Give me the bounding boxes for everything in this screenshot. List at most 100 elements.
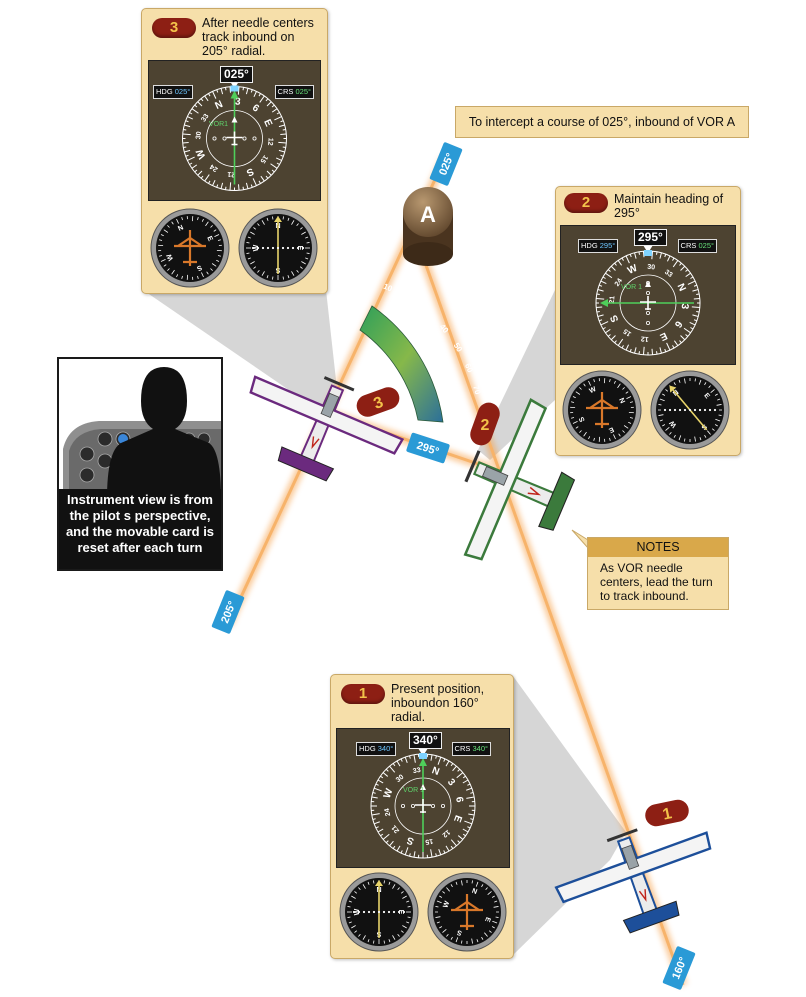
svg-text:3: 3	[445, 777, 457, 789]
svg-text:33: 33	[663, 269, 673, 279]
svg-text:W: W	[668, 419, 678, 429]
crs-value-3: 025°	[295, 87, 311, 96]
crs-label-1: CRS	[454, 744, 471, 753]
pilot-silhouette-icon	[59, 359, 221, 499]
heading-readout-2: 295°	[634, 229, 667, 246]
svg-text:W: W	[166, 252, 175, 261]
hdg-label-3: HDG	[156, 87, 173, 96]
svg-text:30: 30	[195, 131, 203, 139]
pilot-view-panel: Instrument view is from the pilot s pers…	[57, 357, 223, 571]
callout-2-line-2: 295°	[614, 206, 640, 220]
svg-text:33: 33	[412, 767, 421, 775]
hdg-label-1: HDG	[359, 744, 376, 753]
scene-badge-1-text: 1	[661, 805, 673, 823]
svg-text:E: E	[261, 118, 274, 129]
svg-text:W: W	[382, 787, 396, 800]
hdg-value-1: 340°	[377, 744, 394, 753]
scene-badge-2: 2	[470, 402, 500, 446]
vor-label-2: VOR 1	[621, 284, 643, 291]
svg-text:12: 12	[266, 137, 274, 145]
callout-1-line-2: inboundon 160°	[391, 696, 479, 710]
callout-position-2: 2 Maintain heading of 295° N 3 6 E 12 15 S 21 24…	[555, 186, 741, 456]
notes-body: As VOR needle centers, lead the turn to …	[600, 561, 724, 603]
svg-text:S: S	[195, 263, 202, 271]
crs-label-3: CRS	[277, 87, 294, 96]
radial-tag-025: 025°	[429, 142, 463, 186]
callout-badge-1: 1	[341, 684, 385, 704]
hdg-value-3: 025°	[174, 87, 191, 96]
svg-text:W: W	[442, 900, 451, 909]
hdg-box-2: HDG 295°	[578, 239, 619, 253]
svg-text:21: 21	[391, 824, 401, 835]
svg-text:12: 12	[441, 828, 452, 838]
hsi-display-1: N 3 6 E 12 15 S 21 24 W 30 33 HDG 340° CRS 340° 340…	[336, 728, 510, 868]
svg-text:W: W	[354, 908, 361, 915]
callout-1-line-1: Present position,	[391, 682, 485, 696]
svg-text:E: E	[607, 425, 614, 433]
svg-text:15: 15	[425, 837, 434, 845]
notes-line-3: to track inbound.	[600, 589, 689, 603]
svg-text:6: 6	[453, 796, 465, 804]
attitude-indicator-icon: N E S W	[427, 872, 507, 952]
notes-line-1: As VOR needle	[600, 561, 683, 575]
svg-text:E: E	[205, 235, 213, 242]
arc-tick-label: 70	[471, 384, 482, 396]
pilot-view-caption: Instrument view is from the pilot s pers…	[59, 489, 221, 569]
svg-text:3: 3	[679, 303, 690, 310]
notes-line-2: centers, lead the turn	[600, 575, 713, 589]
radial-tag-160: 160°	[662, 946, 696, 990]
arc-tick-label: 60	[463, 362, 475, 374]
svg-text:S: S	[244, 165, 255, 178]
svg-text:15: 15	[622, 327, 632, 337]
arc-tick-label: 0	[362, 275, 369, 285]
callout-badge-3: 3	[152, 18, 196, 38]
svg-text:24: 24	[614, 277, 624, 287]
callout-position-1: 1 Present position, inboundon 160° radia…	[330, 674, 514, 959]
svg-text:N: N	[675, 282, 688, 293]
hsi-display-2: N 3 6 E 12 15 S 21 24 W 30 33 HDG 295° CRS 025° 295…	[560, 225, 736, 365]
svg-text:S: S	[578, 415, 586, 422]
svg-text:S: S	[405, 834, 415, 847]
svg-text:W: W	[588, 386, 597, 395]
crs-value-2: 025°	[698, 241, 714, 250]
arc-tick-label: 10	[382, 282, 394, 294]
arc-tick-label: 20	[402, 292, 415, 305]
svg-text:E: E	[658, 330, 669, 343]
svg-text:E: E	[397, 910, 404, 915]
callout-3-line-2: track inbound on	[202, 30, 295, 44]
svg-text:E: E	[483, 916, 491, 923]
zoom-wedge-1	[513, 676, 626, 955]
svg-text:N: N	[471, 888, 478, 896]
vor-label-1: VOR 1	[403, 787, 425, 794]
svg-text:N: N	[213, 99, 224, 112]
scene-badge-3: 3	[356, 387, 400, 417]
callout-1-line-3: radial.	[391, 710, 426, 724]
station-label: A	[420, 202, 436, 227]
callout-2-line-1: Maintain heading of	[614, 192, 724, 206]
crs-box-1: CRS 340°	[451, 742, 491, 756]
heading-readout-3: 025°	[220, 66, 253, 83]
svg-text:33: 33	[200, 113, 210, 123]
vor-station-icon	[403, 187, 453, 266]
notes-title: NOTES	[588, 538, 728, 557]
crs-box-2: CRS 025°	[677, 239, 717, 253]
svg-text:E: E	[451, 813, 464, 823]
svg-text:6: 6	[672, 319, 684, 330]
callout-3-line-1: After needle centers	[202, 16, 314, 30]
notes-box: NOTES As VOR needle centers, lead the tu…	[587, 537, 729, 610]
radial-tag-205: 205°	[211, 590, 245, 634]
hdg-box-1: HDG 340°	[356, 742, 397, 756]
svg-text:12: 12	[641, 335, 649, 343]
heading-readout-1: 340°	[409, 732, 442, 749]
intercept-note: To intercept a course of 025°, inbound o…	[455, 106, 749, 138]
svg-text:30: 30	[395, 774, 406, 784]
pilot-caption-line-3: and the movable card is	[65, 524, 215, 539]
svg-text:W: W	[253, 244, 260, 251]
scene-badge-2-text: 2	[481, 417, 490, 434]
